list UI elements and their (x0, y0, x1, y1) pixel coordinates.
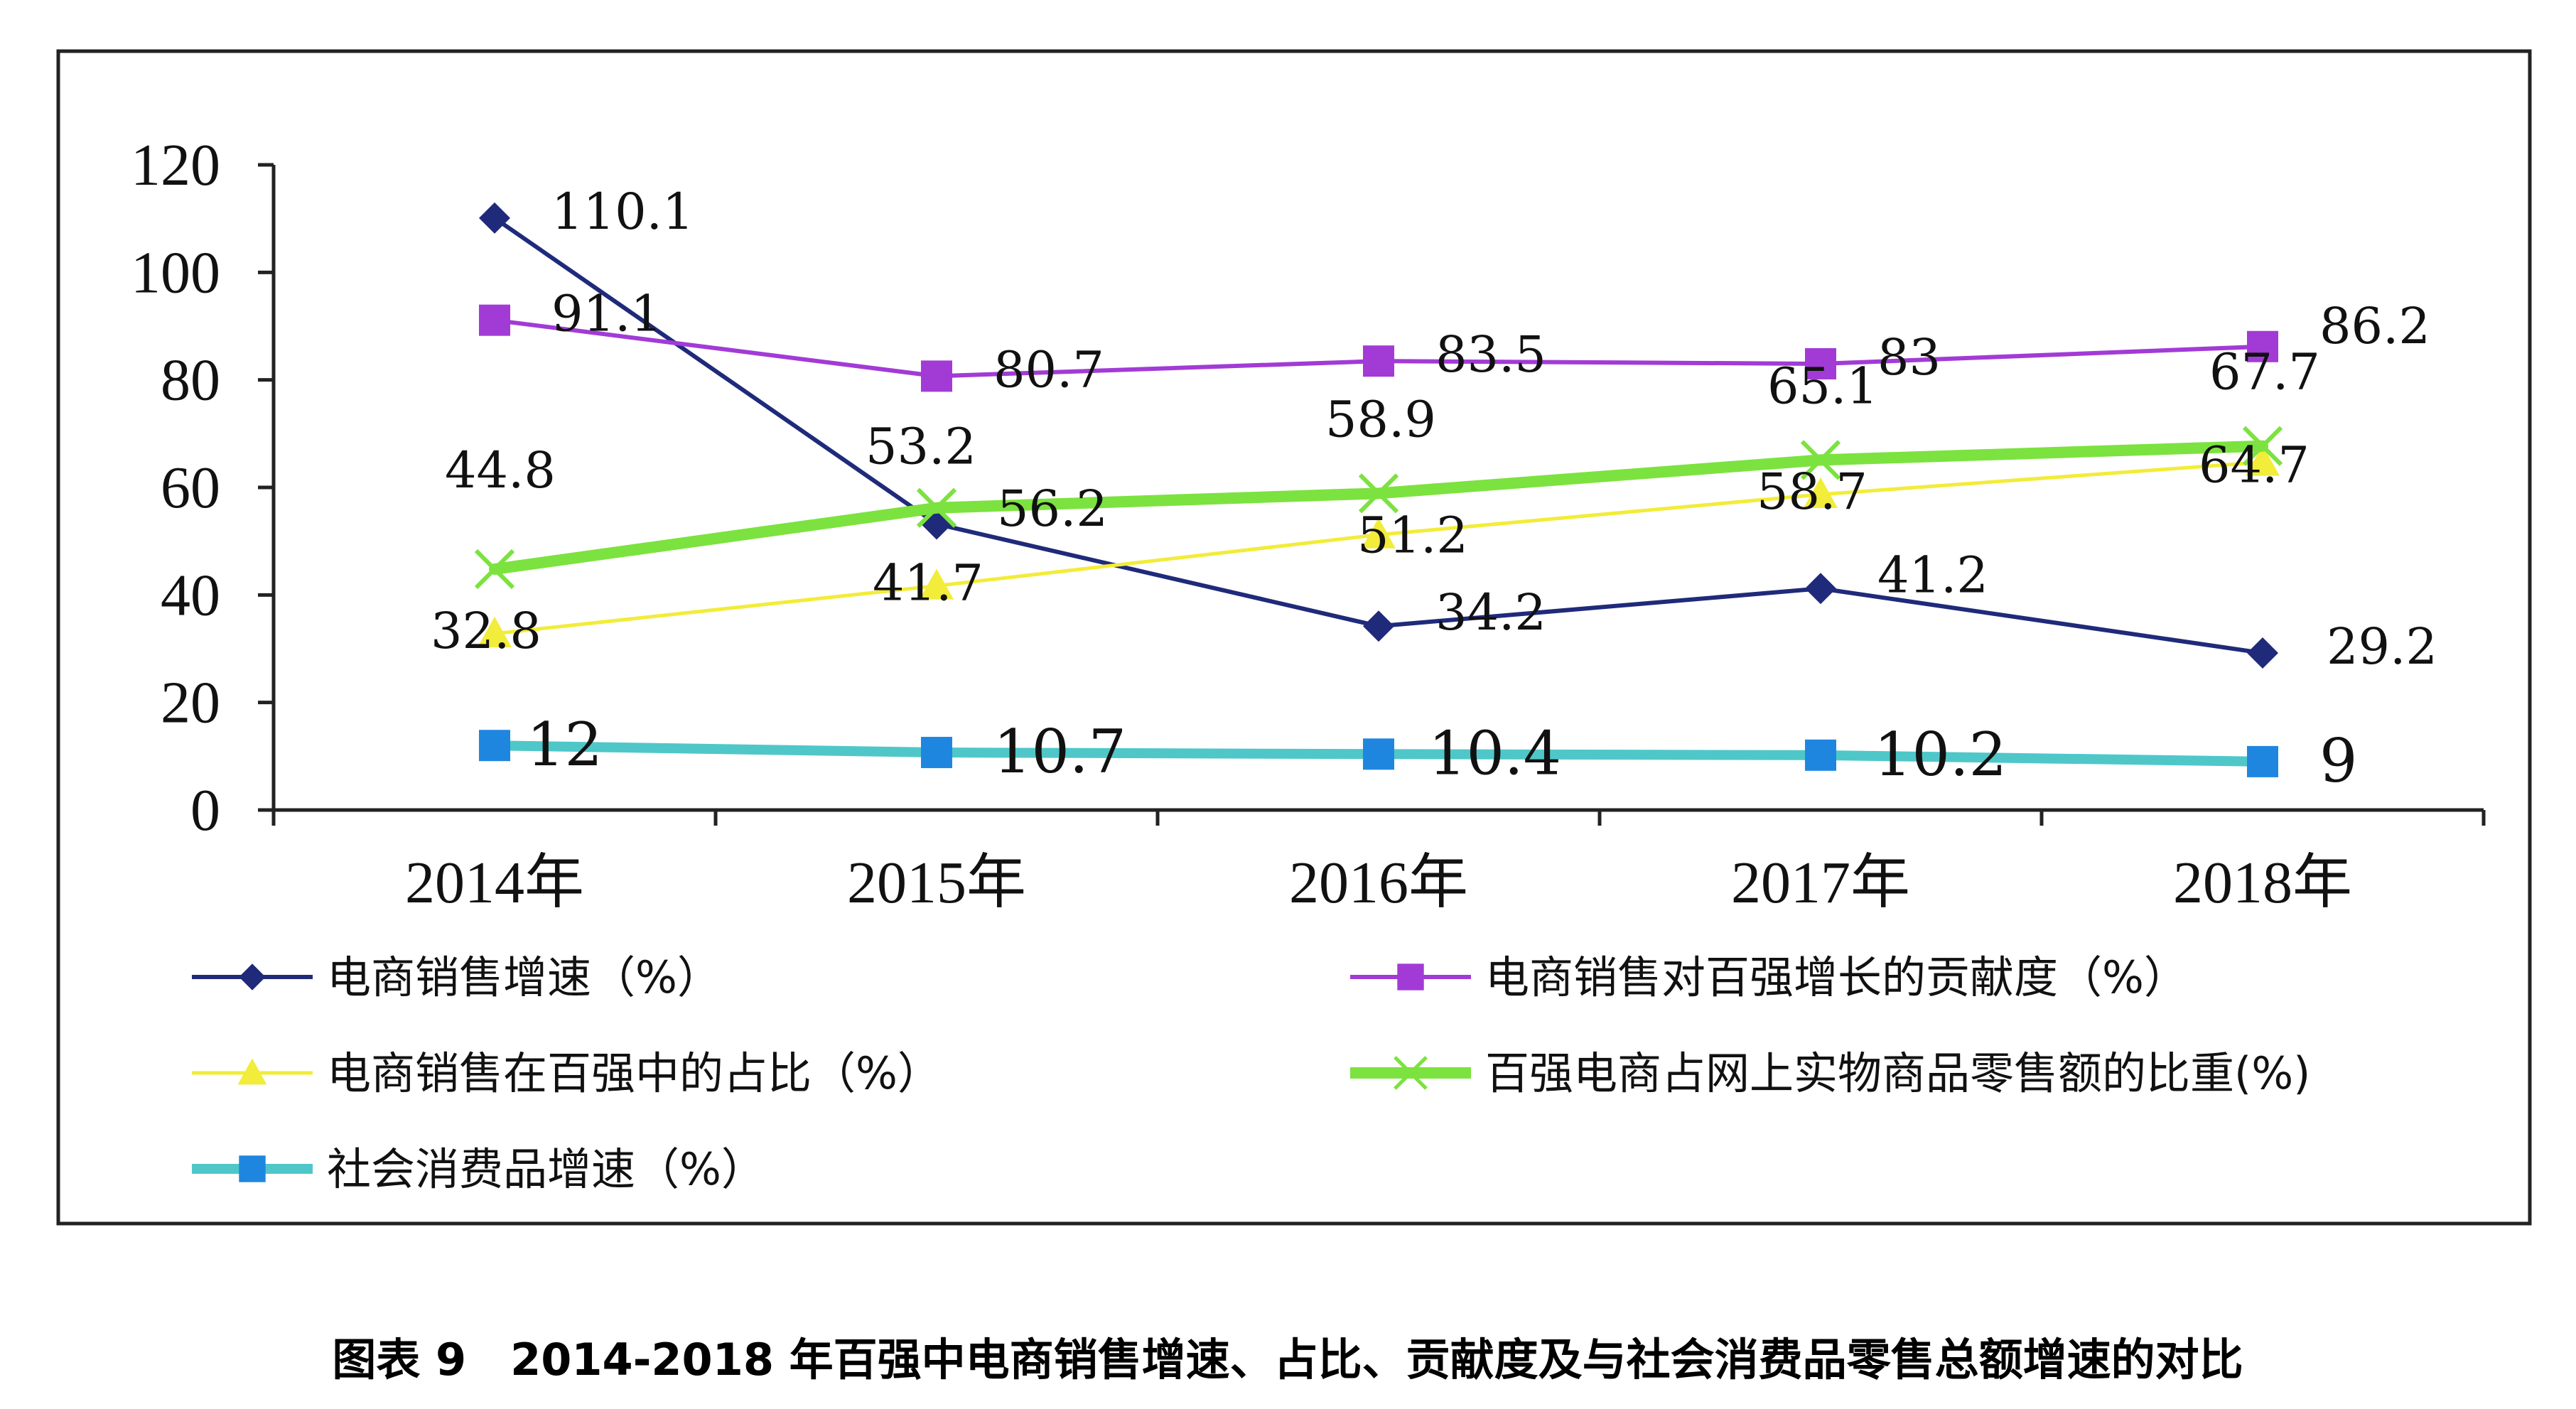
data-point-marker (474, 549, 515, 590)
y-tick-label: 40 (161, 562, 220, 628)
data-label: 10.4 (1428, 718, 1561, 788)
series-2 (479, 304, 2278, 392)
data-label: 65.1 (1767, 357, 1878, 415)
data-point-marker (478, 616, 512, 648)
series-1 (479, 202, 2278, 669)
data-point-marker (1397, 963, 1424, 990)
data-label: 67.7 (2209, 343, 2320, 401)
data-label: 34.2 (1435, 583, 1546, 642)
data-label: 86.2 (2319, 297, 2430, 355)
data-label: 58.9 (1325, 390, 1436, 448)
data-point-marker (1800, 440, 1841, 480)
data-point-marker (479, 730, 510, 762)
series-4 (474, 426, 2283, 590)
series-3 (478, 445, 2280, 648)
data-point-marker (479, 304, 510, 336)
data-label: 29.2 (2327, 617, 2437, 676)
x-tick-label: 2016年 (1289, 850, 1468, 916)
legend-item: 电商销售在百强中的占比（%） (192, 1047, 942, 1099)
y-tick-label: 120 (131, 132, 220, 198)
x-tick-label: 2018年 (2173, 850, 2352, 916)
y-axis: 0 20 40 60 80 100 120 (131, 132, 276, 843)
legend-label: 电商销售在百强中的占比（%） (327, 1047, 942, 1099)
legend-label: 电商销售增速（%） (327, 951, 721, 1003)
data-point-marker (479, 202, 510, 234)
data-label: 44.8 (445, 441, 556, 500)
data-point-marker (1804, 477, 1838, 509)
data-point-marker (1805, 573, 1836, 605)
data-label: 83.5 (1435, 325, 1546, 384)
data-point-marker (239, 1155, 266, 1182)
data-label: 10.7 (993, 717, 1126, 787)
data-label: 53.2 (866, 417, 976, 475)
data-point-marker (1363, 738, 1394, 770)
data-label: 41.2 (1877, 546, 1988, 604)
data-point-marker (1363, 610, 1394, 642)
data-point-marker (916, 487, 957, 528)
data-label: 12 (527, 710, 603, 779)
chart-frame (56, 49, 2532, 1226)
data-label: 80.7 (993, 340, 1104, 399)
data-point-marker (2247, 637, 2278, 669)
data-point-marker (1363, 345, 1394, 377)
y-tick-label: 80 (161, 347, 220, 414)
data-label: 110.1 (551, 183, 694, 241)
data-labels-layer: 110.1 53.2 34.2 41.2 29.2 91.1 80.7 83.5 83 86.2 3… (431, 183, 2437, 796)
data-point-marker (1805, 347, 1836, 379)
legend-label: 电商销售对百强增长的贡献度（%） (1485, 951, 2188, 1003)
legend-item: 社会消费品增速（%） (192, 1143, 765, 1195)
data-label: 58.7 (1757, 463, 1868, 521)
data-point-marker (2242, 426, 2283, 466)
legend-item: 电商销售增速（%） (192, 951, 721, 1003)
legend: 电商销售增速（%） 电商销售对百强增长的贡献度（%） 电商销售在百强中的占比（%） 百… (192, 951, 2310, 1195)
data-point-marker (1394, 1056, 1428, 1090)
figure-caption: 图表 9 2014-2018 年百强中电商销售增速、占比、贡献度及与社会消费品零… (332, 1334, 2243, 1386)
y-tick-label: 20 (161, 670, 220, 736)
x-axis: 2014年 2015年 2016年 2017年 2018年 (271, 808, 2486, 916)
x-tick-label: 2014年 (405, 850, 584, 916)
series-5 (479, 730, 2278, 777)
legend-item: 电商销售对百强增长的贡献度（%） (1350, 951, 2188, 1003)
data-point-marker (2247, 330, 2278, 362)
data-label: 64.7 (2199, 436, 2310, 494)
data-label: 83 (1877, 328, 1941, 387)
x-tick-label: 2015年 (847, 850, 1026, 916)
data-label: 10.2 (1874, 720, 2007, 789)
x-tick-label: 2017年 (1731, 850, 1910, 916)
data-point-marker (2246, 445, 2280, 476)
data-point-marker (1362, 517, 1396, 549)
y-tick-label: 60 (161, 455, 220, 521)
legend-label: 社会消费品增速（%） (327, 1143, 765, 1195)
data-point-marker (920, 568, 954, 600)
data-label: 51.2 (1357, 507, 1468, 565)
y-tick-label: 100 (131, 239, 220, 306)
data-label: 32.8 (431, 602, 541, 660)
data-point-marker (2247, 745, 2278, 777)
data-point-marker (921, 360, 952, 392)
legend-label: 百强电商占网上实物商品零售额的比重(%) (1485, 1047, 2310, 1099)
data-label: 91.1 (551, 285, 662, 343)
data-point-marker (1805, 739, 1836, 771)
y-tick-label: 0 (190, 777, 220, 843)
series-layer (474, 202, 2283, 777)
legend-item: 百强电商占网上实物商品零售额的比重(%) (1350, 1047, 2310, 1099)
data-point-marker (237, 1058, 267, 1085)
data-label: 56.2 (997, 480, 1108, 538)
data-label: 9 (2319, 726, 2357, 796)
data-point-marker (239, 963, 266, 990)
data-point-marker (921, 737, 952, 769)
data-point-marker (1358, 473, 1399, 514)
data-label: 41.7 (873, 554, 983, 612)
